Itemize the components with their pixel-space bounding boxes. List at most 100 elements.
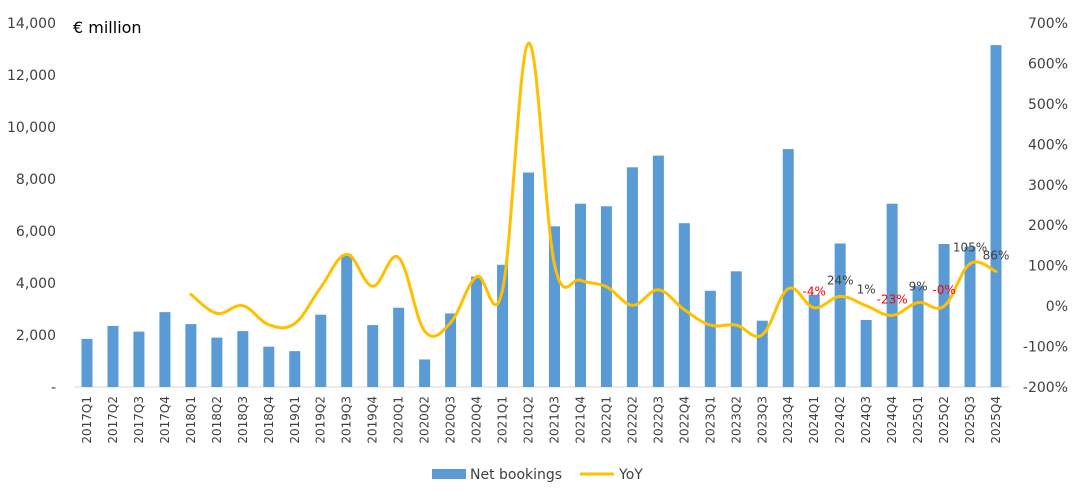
bar (730, 271, 742, 387)
x-tick-label: 2023Q4 (781, 396, 795, 444)
x-tick-label: 2025Q4 (989, 396, 1003, 444)
x-tick-label: 2023Q2 (729, 396, 743, 444)
x-tick-label: 2022Q2 (625, 396, 639, 444)
x-tick-label: 2025Q1 (911, 396, 925, 444)
right-tick-label: -100% (1023, 340, 1068, 356)
x-tick-label: 2017Q1 (80, 396, 94, 444)
right-tick-label: 500% (1028, 97, 1068, 113)
bar (289, 351, 301, 387)
bar (652, 155, 664, 387)
bar (782, 149, 794, 387)
legend-label-net-bookings: Net bookings (470, 467, 562, 483)
bar (419, 359, 431, 387)
left-tick-label: 12,000 (7, 68, 56, 84)
bar (860, 319, 872, 387)
right-axis: -200% -100% 0% 100% 200% 300% 400% 500% 600% 700% (1023, 16, 1068, 396)
x-tick-label: 2022Q4 (677, 396, 691, 444)
x-tick-label: 2018Q2 (210, 396, 224, 444)
x-tick-label: 2021Q2 (522, 396, 536, 444)
yoy-data-label: -4% (803, 285, 826, 299)
x-tick-label: 2023Q1 (703, 396, 717, 444)
bar (678, 223, 690, 387)
x-tick-label: 2017Q4 (158, 396, 172, 444)
x-tick-label: 2024Q1 (807, 396, 821, 444)
yoy-data-label: -0% (932, 283, 955, 297)
right-tick-label: 200% (1028, 218, 1068, 234)
bar (548, 226, 560, 387)
yoy-data-label: 86% (983, 248, 1010, 262)
x-tick-label: 2020Q1 (392, 396, 406, 444)
x-tick-label: 2024Q3 (859, 396, 873, 444)
left-tick-label: 10,000 (7, 120, 56, 136)
x-tick-label: 2017Q3 (132, 396, 146, 444)
legend-label-yoy: YoY (618, 467, 643, 483)
yoy-data-label: 1% (857, 283, 876, 297)
yoy-data-label: 9% (909, 279, 928, 293)
left-tick-label: 2,000 (16, 328, 56, 344)
x-tick-label: 2024Q2 (833, 396, 847, 444)
x-tick-label: 2018Q4 (262, 396, 276, 444)
bar (341, 254, 353, 387)
bar-series (81, 45, 1002, 387)
line-series (189, 41, 998, 338)
x-tick-label: 2018Q1 (184, 396, 198, 444)
bar (367, 325, 379, 387)
data-labels: -4%24%1%-23%9% -0% 105%86% (803, 241, 1010, 307)
bar (574, 203, 586, 387)
right-tick-label: 300% (1028, 178, 1068, 194)
bar (471, 276, 483, 387)
bar (886, 203, 898, 387)
x-tick-label: 2025Q3 (963, 396, 977, 444)
x-tick-label: 2022Q3 (651, 396, 665, 444)
left-tick-label: 14,000 (7, 16, 56, 32)
left-tick-label: 6,000 (16, 224, 56, 240)
x-tick-label: 2019Q3 (340, 396, 354, 444)
x-tick-label: 2018Q3 (236, 396, 250, 444)
x-tick-label: 2024Q4 (885, 396, 899, 444)
yoy-data-label: 24% (827, 273, 854, 287)
bar (185, 324, 197, 387)
x-tick-label: 2021Q1 (496, 396, 510, 444)
x-tick-label: 2023Q3 (755, 396, 769, 444)
right-tick-label: 700% (1028, 16, 1068, 32)
x-tick-label: 2022Q1 (599, 396, 613, 444)
x-tick-label: 2017Q2 (106, 396, 120, 444)
bar (237, 331, 249, 387)
left-tick-label: - (51, 380, 56, 396)
bar (107, 325, 119, 387)
x-tick-label: 2020Q3 (444, 396, 458, 444)
bar (756, 320, 768, 387)
right-tick-label: 0% (1046, 299, 1068, 315)
x-tick-label: 2019Q1 (288, 396, 302, 444)
yoy-data-label: 105% (953, 241, 987, 255)
x-tick-label: 2019Q4 (366, 396, 380, 444)
bar (315, 314, 327, 387)
bar (393, 307, 405, 387)
left-tick-label: 8,000 (16, 172, 56, 188)
right-tick-label: -200% (1023, 380, 1068, 396)
bar (912, 286, 924, 387)
x-tick-label: 2019Q2 (314, 396, 328, 444)
x-axis-ticks: 2017Q1 2017Q2 2017Q3 2017Q4 2018Q1 2018Q2 2018… (80, 396, 1003, 444)
yoy-data-label: -23% (877, 292, 908, 306)
legend-swatch-net-bookings (432, 469, 466, 479)
bar (964, 246, 976, 387)
bar (133, 331, 145, 387)
bar (990, 45, 1002, 387)
bar (497, 264, 509, 387)
bar (704, 290, 716, 387)
x-tick-label: 2021Q4 (573, 396, 587, 444)
right-tick-label: 400% (1028, 137, 1068, 153)
yoy-line (189, 41, 998, 338)
bar (81, 338, 93, 387)
x-tick-label: 2020Q4 (470, 396, 484, 444)
bar (523, 172, 535, 387)
left-axis: - 2,000 4,000 6,000 8,000 10,000 12,000 14,000 (7, 16, 56, 396)
left-tick-label: 4,000 (16, 276, 56, 292)
bar (626, 167, 638, 387)
bar (938, 244, 950, 387)
bar (159, 312, 171, 387)
x-tick-label: 2021Q3 (547, 396, 561, 444)
bar (445, 313, 457, 387)
